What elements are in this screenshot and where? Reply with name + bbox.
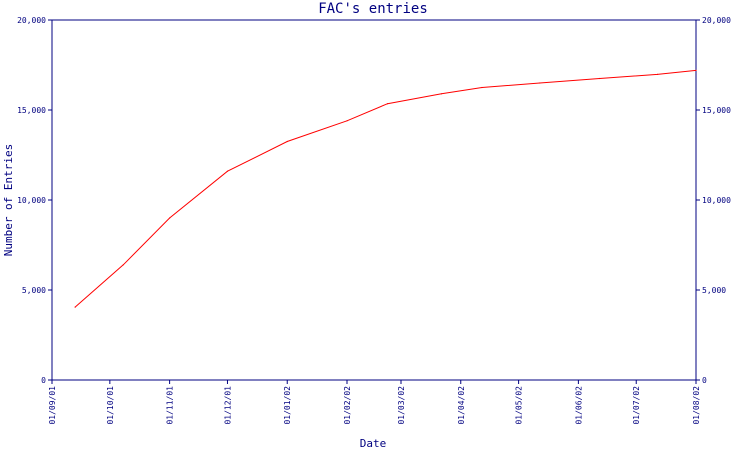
x-tick-label: 01/10/01	[106, 386, 115, 425]
y-tick-label-right: 10,000	[702, 196, 731, 205]
data-point	[656, 73, 659, 75]
data-point	[539, 82, 541, 84]
data-point	[169, 217, 171, 219]
y-tick-label-left: 5,000	[22, 286, 46, 295]
y-tick-label-left: 10,000	[17, 196, 46, 205]
x-tick-label: 01/05/02	[515, 386, 524, 425]
series-layer	[74, 69, 697, 308]
y-tick-label-left: 15,000	[17, 106, 46, 115]
x-tick-label: 01/04/02	[457, 386, 466, 425]
series-line	[74, 69, 697, 308]
y-tick-label-right: 0	[702, 376, 707, 385]
data-point	[346, 120, 348, 122]
data-point	[695, 69, 697, 71]
y-tick-label-right: 5,000	[702, 286, 726, 295]
data-point	[481, 86, 483, 89]
y-tick-label-right: 20,000	[702, 16, 731, 25]
x-axis-label: Date	[360, 437, 387, 450]
x-tick-label: 01/12/01	[223, 386, 232, 425]
x-tick-label: 01/06/02	[574, 386, 583, 425]
y-axis-label: Number of Entries	[2, 144, 15, 257]
x-tick-label: 01/09/01	[48, 386, 57, 425]
y-axis-left: 0 5,000 10,000 15,000 20,000	[17, 16, 52, 385]
x-tick-label: 01/01/02	[283, 386, 292, 425]
x-tick-label: 01/11/01	[166, 386, 175, 425]
data-point	[598, 77, 601, 80]
data-point	[74, 306, 76, 308]
data-point	[286, 140, 288, 143]
data-point	[226, 170, 229, 172]
plot-frame	[51, 19, 697, 381]
x-tick-label: 01/08/02	[692, 386, 701, 425]
chart-title: FAC's entries	[318, 1, 428, 17]
y-tick-label-left: 20,000	[17, 16, 46, 25]
x-tick-label: 01/03/02	[397, 386, 406, 425]
x-tick-label: 01/02/02	[343, 386, 352, 425]
data-point	[386, 103, 389, 105]
x-tick-label: 01/07/02	[632, 386, 641, 425]
x-axis: 01/09/01 01/10/01 01/11/01 01/12/01 01/01/02…	[48, 380, 701, 425]
data-point	[440, 93, 443, 95]
y-axis-right: 0 5,000 10,000 15,000 20,000	[696, 16, 731, 385]
y-tick-label-right: 15,000	[702, 106, 731, 115]
data-point	[122, 264, 124, 266]
y-tick-label-left: 0	[41, 376, 46, 385]
